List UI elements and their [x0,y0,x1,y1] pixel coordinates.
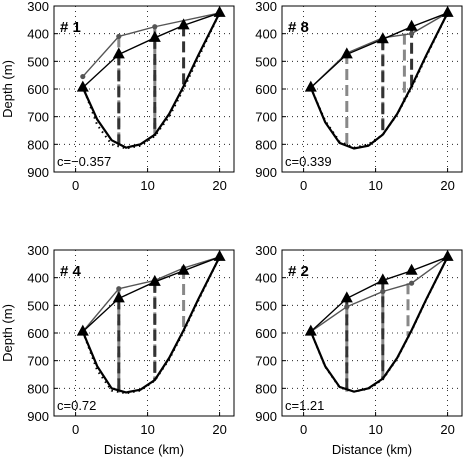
y-tick-label: 300 [27,0,49,14]
panel-label: # 8 [288,19,309,36]
mesh-point [344,304,350,310]
x-tick-label: 20 [212,178,226,193]
c-value-label: c=1.21 [285,398,324,413]
y-tick-label: 800 [255,381,277,396]
mesh-point [116,286,122,292]
y-tick-label: 700 [27,354,49,369]
mesh-point [80,73,86,80]
panel-label: # 1 [60,19,81,36]
c-value-label: c=−0.357 [57,154,111,169]
x-axis-label: Distance (km) [104,442,184,457]
y-tick-label: 700 [27,110,49,125]
triangle-marker [177,263,190,275]
x-axis-label: Distance (km) [332,442,412,457]
mesh-point [380,288,386,295]
y-tick-label: 900 [255,165,277,180]
panel-3: 0 10 20 300 400 500 600 700 800 900 Depth (m) Dista… [0,243,235,457]
x-tick-label: 0 [72,178,79,193]
x-tick-label: 0 [300,178,307,193]
triangle-marker [376,273,389,285]
triangle-marker [304,80,317,92]
panel-4: 0 10 20 300 400 500 600 700 800 900 Distance (km) #… [255,243,463,457]
y-tick-label: 300 [27,243,49,258]
mesh-point [409,31,415,37]
y-tick-label: 900 [255,409,277,424]
c-value-label: c=0.72 [57,398,96,413]
y-tick-label: 600 [255,326,277,341]
triangle-marker [376,32,389,44]
panel-label: # 2 [288,263,309,280]
panel-2: 0 10 20 300 400 500 600 700 800 900 # 8 c=0.339 [255,0,463,193]
y-tick-label: 300 [255,243,277,258]
y-tick-label: 500 [27,298,49,313]
triangle-marker [112,47,125,59]
x-tick-label: 10 [368,178,382,193]
y-axis-label: Depth (m) [0,60,15,118]
bed-solid-line [81,12,221,149]
triangle-marker [148,30,161,42]
x-tick-label: 20 [212,422,226,437]
y-tick-label: 500 [255,54,277,69]
y-tick-label: 700 [255,354,277,369]
bed-dotted-line [309,256,449,393]
triangle-marker [405,19,418,31]
y-tick-label: 400 [27,271,49,286]
triangle-marker [148,274,161,286]
triangle-marker [76,324,89,336]
y-tick-label: 800 [27,137,49,152]
y-tick-label: 500 [27,54,49,69]
y-tick-label: 600 [255,82,277,97]
triangle-marker [441,249,454,261]
y-tick-label: 700 [255,110,277,125]
triangle-marker [340,291,353,303]
y-tick-label: 600 [27,326,49,341]
triangle-marker [177,18,190,30]
x-tick-label: 0 [72,422,79,437]
triangle-marker [304,324,317,336]
y-tick-label: 800 [27,381,49,396]
y-tick-label: 400 [255,27,277,42]
c-value-label: c=0.339 [285,154,332,169]
y-tick-label: 600 [27,82,49,97]
mesh-point [152,24,158,30]
y-tick-label: 400 [27,27,49,42]
triangle-marker [405,263,418,275]
triangle-marker [76,80,89,92]
y-tick-label: 300 [255,0,277,14]
triangle-marker [112,291,125,303]
mesh-point [409,280,415,286]
y-tick-label: 500 [255,298,277,313]
y-tick-label: 900 [27,409,49,424]
y-tick-label: 900 [27,165,49,180]
x-tick-label: 20 [440,422,454,437]
panel-label: # 4 [60,263,82,280]
y-tick-label: 400 [255,271,277,286]
panel-1: 0 10 20 300 400 500 600 700 800 900 Depth (m) # 1 c=… [0,0,235,193]
mesh-upper-line [82,12,220,78]
x-tick-label: 20 [440,178,454,193]
y-axis-label: Depth (m) [0,304,15,362]
mesh-point [116,33,122,40]
triangle-marker [441,5,454,17]
x-tick-label: 10 [140,178,154,193]
x-tick-label: 10 [140,422,154,437]
y-tick-label: 800 [255,137,277,152]
triangle-marker [213,249,226,261]
triangle-marker [213,5,226,17]
x-tick-label: 0 [300,422,307,437]
triangle-marker [340,47,353,59]
x-tick-label: 10 [368,422,382,437]
